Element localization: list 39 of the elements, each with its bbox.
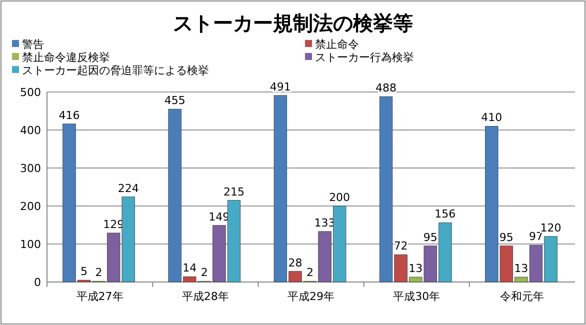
y-tick-label: 200 <box>20 200 41 213</box>
data-label: 13 <box>514 262 528 276</box>
data-label: 5 <box>80 265 88 278</box>
data-label: 488 <box>376 82 397 95</box>
data-label: 416 <box>58 108 80 122</box>
x-tick-label: 令和元年 <box>500 290 544 303</box>
data-label: 410 <box>481 111 502 124</box>
x-tick-label: 平成29年 <box>288 290 334 303</box>
y-tick-label: 300 <box>20 162 41 175</box>
x-tick-label: 平成28年 <box>182 290 229 303</box>
data-label: 224 <box>118 182 139 195</box>
y-tick-label: 400 <box>20 124 41 137</box>
data-label: 491 <box>270 80 291 94</box>
y-tick-label: 100 <box>20 238 41 251</box>
data-label: 156 <box>434 208 456 221</box>
chart-title: ストーカー規制法の検挙等 <box>173 11 413 35</box>
x-tick-label: 平成27年 <box>76 290 124 303</box>
data-label: 215 <box>223 185 244 198</box>
data-label: 120 <box>540 221 562 234</box>
legend-label: 警告 <box>22 38 44 51</box>
data-label: 13 <box>408 262 423 276</box>
data-label: 2 <box>306 266 314 280</box>
data-label: 200 <box>329 191 350 204</box>
data-label: 2 <box>95 266 102 280</box>
data-label: 95 <box>499 230 514 244</box>
y-tick-label: 0 <box>34 276 41 289</box>
legend-label: ストーカー行為検挙 <box>315 51 414 64</box>
data-label: 28 <box>288 256 302 270</box>
legend-label: 禁止命令違反検挙 <box>22 51 110 64</box>
data-label: 95 <box>423 230 438 244</box>
data-label: 455 <box>164 94 186 108</box>
y-tick-label: 500 <box>20 86 41 99</box>
legend-label: ストーカー起因の脅迫罪等による検挙 <box>22 64 209 77</box>
data-label: 2 <box>200 266 208 280</box>
data-label: 97 <box>528 230 543 244</box>
x-tick-label: 平成30年 <box>393 290 440 303</box>
data-label: 14 <box>182 262 197 275</box>
data-label: 72 <box>394 240 408 253</box>
legend-label: 禁止命令 <box>315 38 359 51</box>
